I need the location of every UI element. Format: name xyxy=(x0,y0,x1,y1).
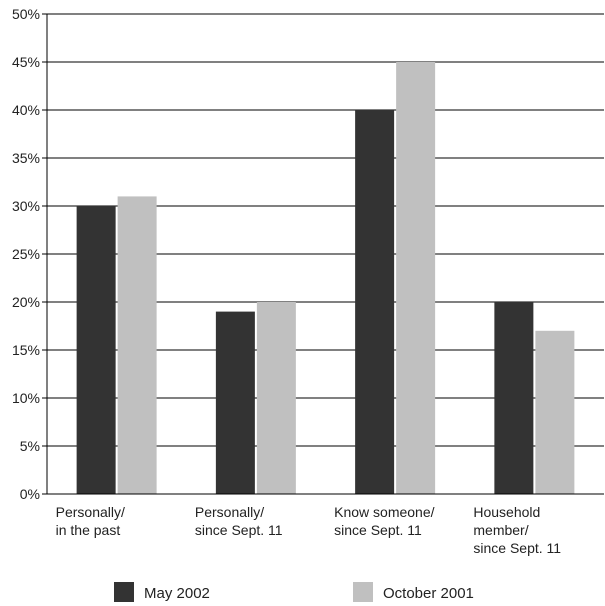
bars xyxy=(76,62,575,494)
y-tick-label: 45% xyxy=(12,54,40,70)
legend-label: October 2001 xyxy=(383,585,474,602)
y-tick-label: 40% xyxy=(12,102,40,118)
y-tick-label: 5% xyxy=(20,438,40,454)
bar-may-2002 xyxy=(494,302,534,494)
y-tick-label: 35% xyxy=(12,150,40,166)
y-tick-label: 30% xyxy=(12,198,40,214)
x-category-label: Household member/since Sept. 11 xyxy=(473,504,561,556)
y-tick-label: 20% xyxy=(12,294,40,310)
bar-october-2001 xyxy=(535,330,575,494)
y-tick-label: 0% xyxy=(20,486,40,502)
bar-may-2002 xyxy=(76,206,116,494)
y-tick-label: 50% xyxy=(12,6,40,22)
bar-october-2001 xyxy=(396,62,436,494)
y-tick-label: 15% xyxy=(12,342,40,358)
x-category-label: Know someone/since Sept. 11 xyxy=(334,504,435,538)
bar-may-2002 xyxy=(215,311,255,494)
legend-swatch xyxy=(114,582,134,602)
bar-october-2001 xyxy=(117,196,157,494)
x-category-label: Personally/since Sept. 11 xyxy=(195,504,283,538)
legend-swatch xyxy=(353,582,373,602)
legend: May 2002 October 2001 xyxy=(114,582,474,602)
labels: 0% 5% 10% 15% 20% 25% 30% 35% 40% 45% 50% Personall… xyxy=(12,6,561,556)
legend-label: May 2002 xyxy=(144,585,210,602)
bar-may-2002 xyxy=(355,110,395,494)
y-tick-label: 25% xyxy=(12,246,40,262)
x-category-label: Personally/in the past xyxy=(56,504,125,538)
axes xyxy=(46,14,604,495)
y-tick-label: 10% xyxy=(12,390,40,406)
bar-october-2001 xyxy=(256,302,296,494)
